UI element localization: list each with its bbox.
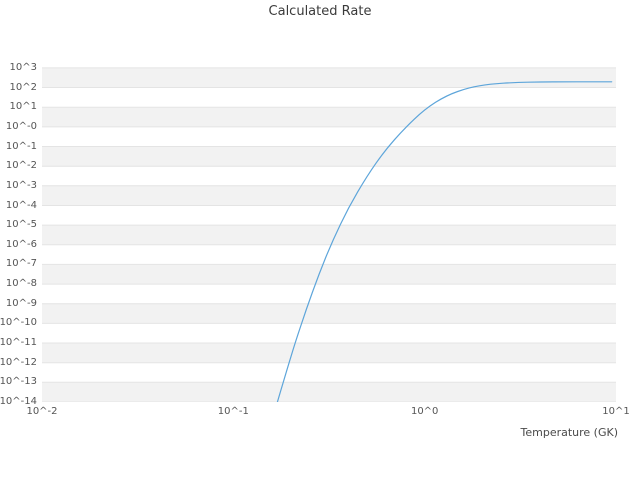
chart-title: Calculated Rate: [268, 4, 372, 19]
plot-area: [42, 67, 616, 402]
grid-band: [42, 382, 616, 402]
x-tick-label: 10^-1: [217, 406, 249, 417]
y-tick-label: 10^-3: [5, 179, 37, 191]
y-tick-label: 10^-11: [0, 337, 37, 348]
y-tick-label: 10^-1: [5, 140, 37, 152]
grid-band: [42, 343, 616, 363]
y-tick-label: 10^1: [9, 101, 37, 113]
y-tick-label: 10^-12: [0, 356, 37, 368]
y-tick-label: 10^-14: [0, 396, 37, 407]
y-tick-label: 10^-7: [5, 258, 37, 270]
grid-band: [42, 225, 616, 245]
y-tick-label: 10^-8: [5, 278, 37, 290]
grid-band: [42, 185, 616, 206]
y-tick-label: 10^-4: [5, 199, 37, 211]
grid-band: [42, 303, 616, 324]
y-tick-label: 10^3: [9, 61, 37, 73]
y-tick-label: 10^-9: [5, 297, 37, 309]
x-tick-label: 10^1: [602, 406, 630, 417]
grid-band: [42, 264, 616, 285]
y-tick-label: 10^-6: [5, 238, 37, 250]
y-tick-label: 10^-5: [5, 219, 37, 231]
y-tick-label: 10^-0: [5, 120, 37, 132]
x-tick-label: 10^-2: [26, 406, 58, 417]
x-axis-title: Temperature (GK): [520, 426, 619, 439]
y-tick-label: 10^2: [9, 81, 37, 93]
y-tick-label: 10^-2: [5, 160, 37, 172]
grid-band: [42, 67, 616, 88]
grid-band: [42, 146, 616, 167]
y-tick-label: 10^-13: [0, 376, 37, 388]
grid-band: [42, 107, 616, 127]
x-tick-label: 10^0: [410, 406, 439, 417]
y-tick-label: 10^-10: [0, 317, 37, 329]
rate-curve: [276, 81, 613, 402]
